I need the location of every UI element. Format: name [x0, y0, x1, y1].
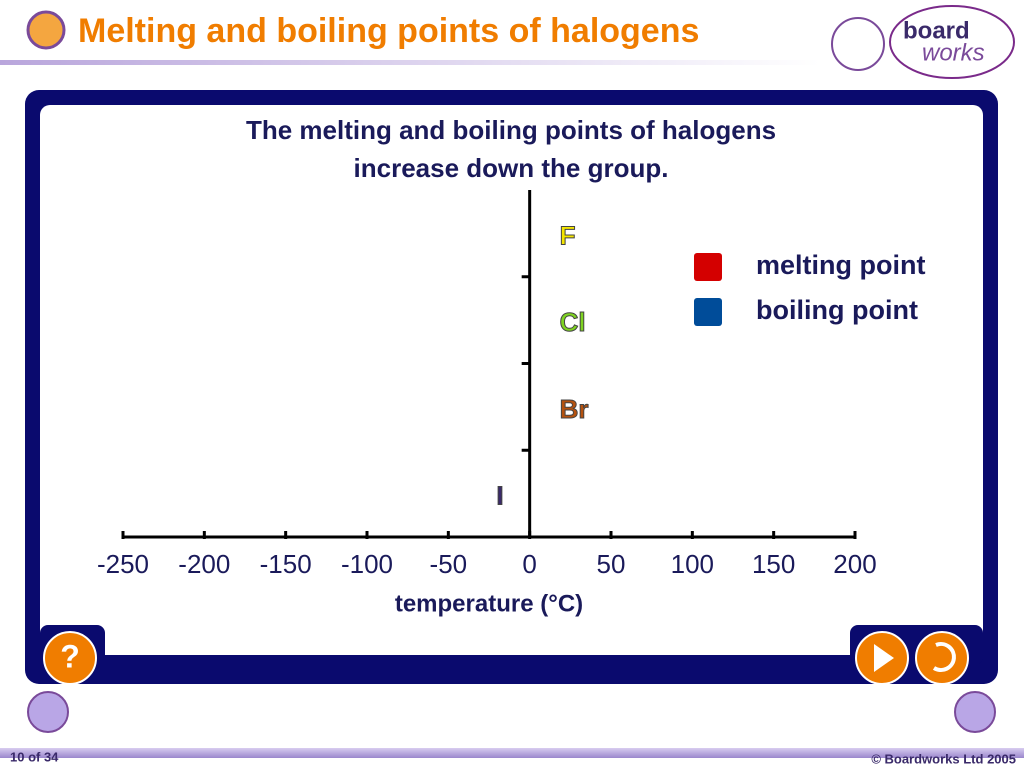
help-icon: ?: [60, 638, 80, 674]
x-tick-label: 0: [522, 549, 536, 579]
header-icon: [26, 10, 66, 50]
copyright: © Boardworks Ltd 2005: [871, 751, 1016, 766]
help-button[interactable]: [43, 631, 97, 685]
chart-title: The melting and boiling points of haloge…: [246, 115, 776, 145]
x-tick-label: -200: [178, 549, 230, 579]
panel-inner: [40, 105, 983, 655]
slide-title: Melting and boiling points of halogens: [78, 12, 699, 50]
x-tick-label: 150: [752, 549, 795, 579]
page-number: 10 of 34: [10, 749, 59, 764]
category-label: Br: [560, 394, 589, 424]
x-tick-label: -150: [260, 549, 312, 579]
legend-label: melting point: [756, 250, 925, 280]
category-label: I: [496, 481, 503, 511]
x-tick-label: 200: [833, 549, 876, 579]
legend-swatch: [694, 298, 722, 326]
replay-icon: [932, 642, 956, 672]
play-icon: [874, 644, 894, 672]
footer-bar: [0, 748, 1024, 758]
x-tick-label: 50: [597, 549, 626, 579]
prev-button[interactable]: [27, 691, 69, 733]
x-tick-label: -250: [97, 549, 149, 579]
logo-text: works: [922, 39, 985, 66]
legend-label: boiling point: [756, 295, 918, 325]
next-button[interactable]: [954, 691, 996, 733]
x-tick-label: 100: [671, 549, 714, 579]
logo-mark: [831, 17, 885, 71]
x-axis-label: temperature (°C): [395, 590, 583, 617]
x-tick-label: -100: [341, 549, 393, 579]
logo-text: board: [903, 17, 970, 44]
replay-button[interactable]: [915, 631, 969, 685]
logo-oval: [889, 5, 1015, 79]
header-rule: [0, 60, 820, 65]
chart-title: increase down the group.: [354, 153, 669, 183]
category-label: Cl: [560, 307, 586, 337]
category-label: F: [560, 220, 576, 250]
legend-swatch: [694, 253, 722, 281]
x-tick-label: -50: [430, 549, 468, 579]
